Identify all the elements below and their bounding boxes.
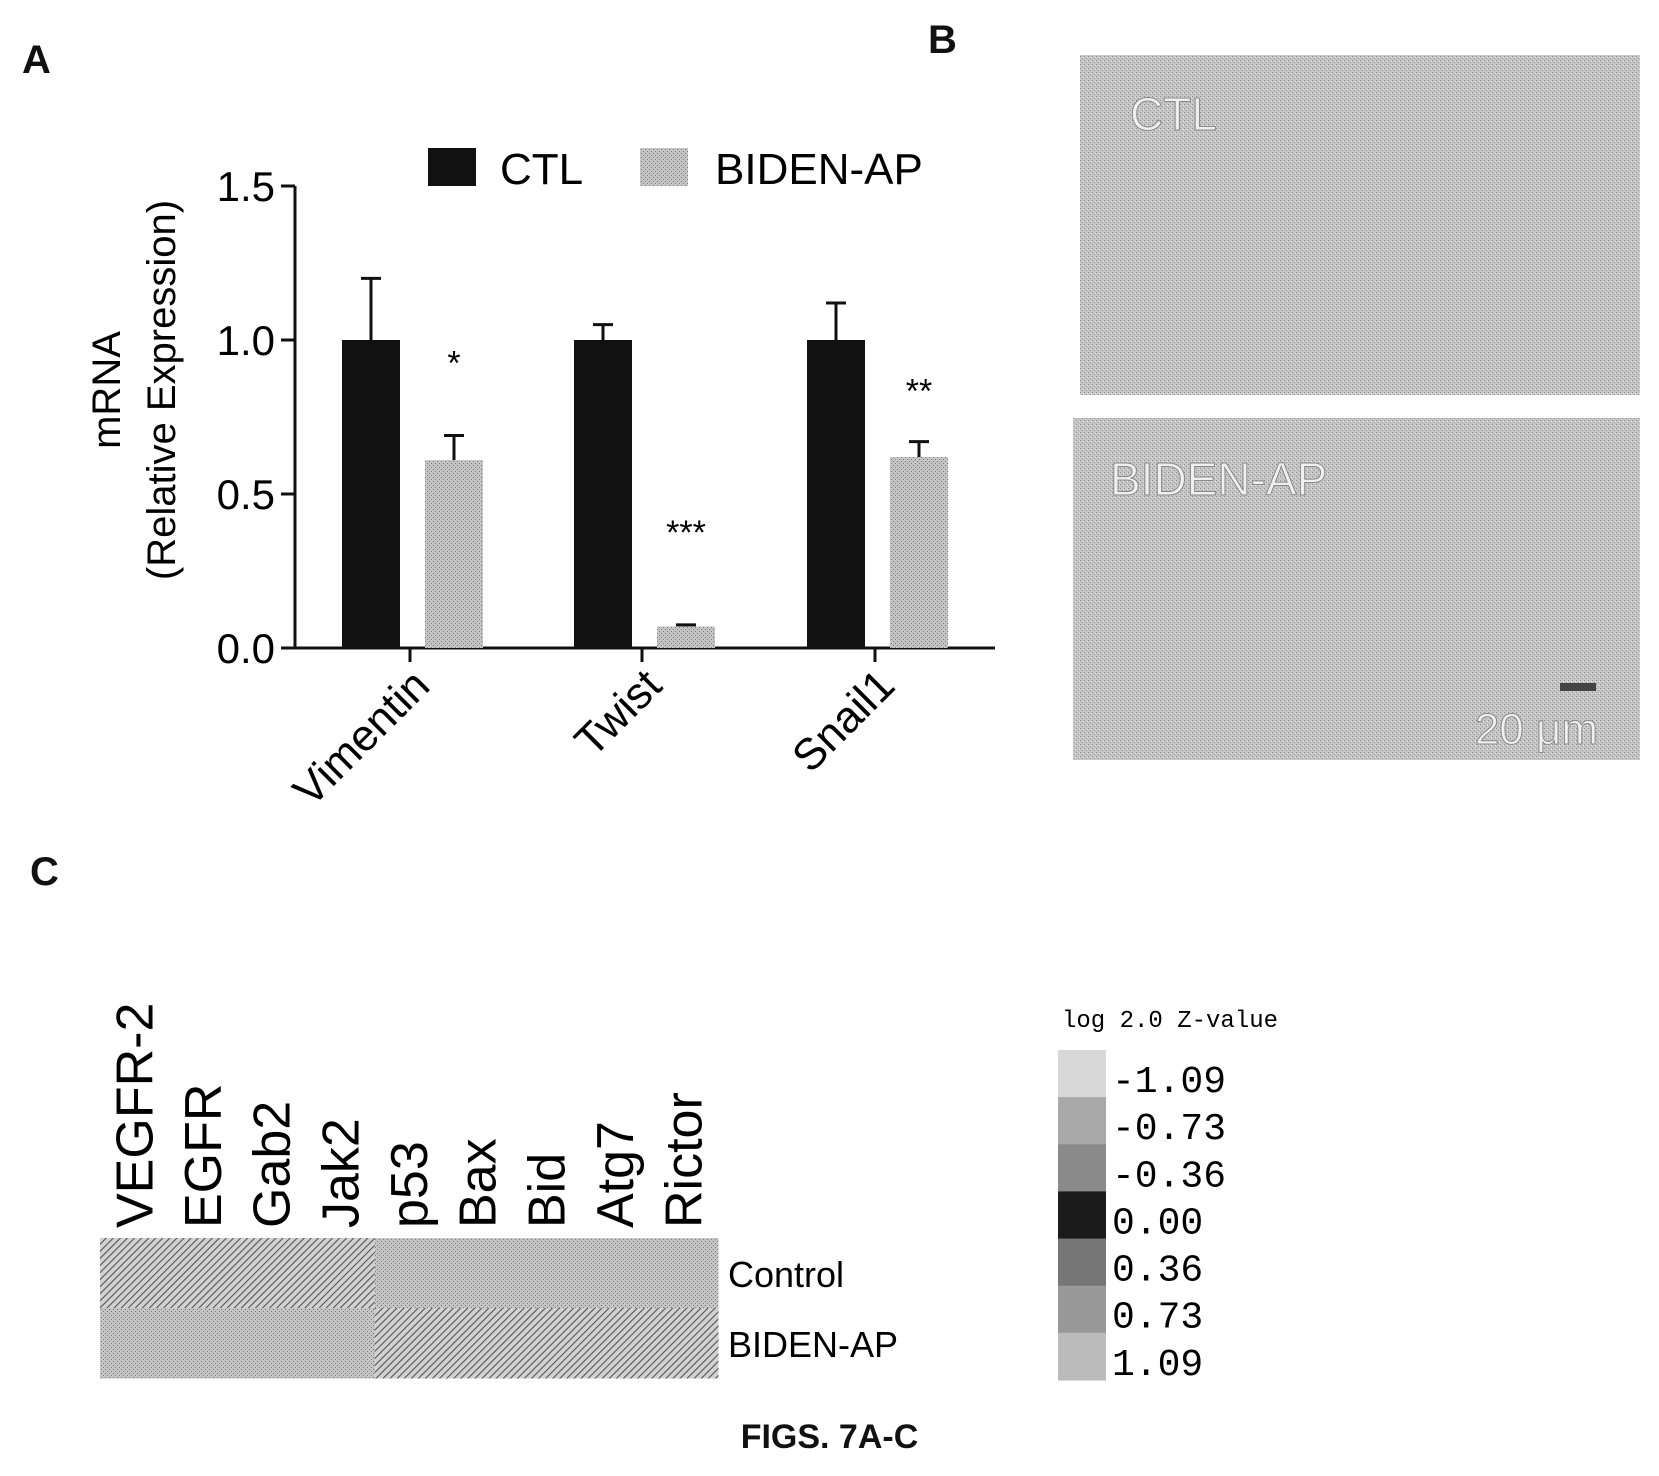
significance-annotation: * [447,345,460,383]
bar-1-1 [657,626,715,648]
heatmap-cells [100,1238,719,1379]
colorbar-tick-label: -1.09 [1112,1061,1226,1104]
scale-bar-label: 20 μm [1475,705,1598,754]
heatmap-column-labels: VEGFR-2 EGFR Gab2 Jak2 p53 Bax Bid Atg7 Rictor [106,1003,713,1228]
heatmap-cell [512,1238,582,1309]
micrograph-biden [1073,418,1640,760]
colorbar-segment [1058,1050,1106,1098]
micrograph-biden-label: BIDEN-AP [1110,453,1327,505]
heatmap-column-label: Jak2 [312,1118,370,1228]
heatmap-cell [100,1238,170,1309]
colorbar-tick-label: 1.09 [1112,1344,1203,1387]
bar-1-0 [425,460,483,648]
heatmap-row-label: BIDEN-AP [728,1324,898,1365]
heatmap-cell [580,1308,650,1379]
heatmap-cell [237,1308,307,1379]
y-tick-label: 1.5 [217,163,275,210]
heatmap-row-label: Control [728,1254,844,1295]
heatmap-cell [100,1308,170,1379]
bar-marks: ****** [342,276,948,648]
colorbar-tick-label: 0.00 [1112,1202,1203,1245]
colorbar-segment [1058,1144,1106,1192]
heatmap-cell [168,1238,238,1309]
bar-chart: mRNA (Relative Expression) 0.0 0.5 1.0 1.5 V… [85,145,995,816]
bar-0-1 [574,340,632,648]
heatmap-cell [168,1308,238,1379]
colorbar: log 2.0 Z-value -1.09-0.73-0.360.00 0.360.… [1058,1008,1278,1387]
micrograph-ctl [1080,55,1640,395]
y-tick-label: 1.0 [217,317,275,364]
panel-label-b: B [928,18,957,62]
heatmap-column-label: Bid [518,1153,576,1228]
heatmap-column-label: Atg7 [587,1121,645,1228]
legend: CTL BIDEN-AP [428,145,923,194]
heatmap-cell [306,1308,376,1379]
micrographs: CTL BIDEN-AP 20 μm [1073,55,1640,760]
heatmap-cell [649,1308,719,1379]
heatmap-column-label: Gab2 [244,1101,302,1228]
legend-swatch-biden [640,148,688,186]
heatmap-row-labels: Control BIDEN-AP [728,1254,898,1365]
colorbar-segment [1058,1285,1106,1334]
heatmap-cell [306,1238,376,1309]
heatmap-column-label: Bax [450,1138,508,1228]
heatmap-cell [649,1238,719,1309]
heatmap-column-label: Rictor [656,1092,714,1228]
heatmap-cell [443,1308,513,1379]
x-tick-label: Snail1 [783,660,904,781]
significance-annotation: *** [666,514,706,552]
colorbar-tick-label: 0.73 [1112,1297,1203,1340]
heatmap: VEGFR-2 EGFR Gab2 Jak2 p53 Bax Bid Atg7 Rictor C… [100,1003,1278,1387]
colorbar-segment [1058,1097,1106,1145]
panel-label-c: C [30,850,59,894]
bar-0-0 [342,340,400,648]
colorbar-segment [1058,1332,1106,1381]
heatmap-cell [443,1238,513,1309]
heatmap-column-label: p53 [381,1141,439,1228]
scale-bar [1560,683,1596,691]
x-tick-label: Twist [566,660,672,766]
micrograph-ctl-label: CTL [1130,88,1217,140]
legend-label-biden: BIDEN-AP [715,145,923,194]
y-tick-label: 0.5 [217,471,275,518]
legend-label-ctl: CTL [500,145,583,194]
colorbar-title: log 2.0 Z-value [1062,1008,1278,1035]
bar-0-2 [807,340,865,648]
bar-1-2 [890,457,948,648]
y-axis-label-sub: (Relative Expression) [140,200,184,580]
legend-swatch-ctl [428,148,476,186]
colorbar-tick-label: -0.36 [1112,1155,1226,1198]
colorbar-tick-label: -0.73 [1112,1108,1226,1151]
y-axis-label: mRNA [85,331,129,449]
heatmap-column-label: VEGFR-2 [106,1003,164,1228]
heatmap-cell [374,1308,444,1379]
significance-annotation: ** [906,372,932,410]
colorbar-segment [1058,1238,1106,1287]
panel-label-a: A [22,38,51,82]
x-tick-label: Vimentin [284,660,439,815]
colorbar-tick-label: 0.36 [1112,1250,1203,1293]
figure-caption: FIGS. 7A-C [740,1418,919,1456]
heatmap-cell [512,1308,582,1379]
colorbar-segment [1058,1191,1106,1240]
y-tick-label: 0.0 [217,625,275,672]
heatmap-cell [580,1238,650,1309]
heatmap-cell [237,1238,307,1309]
heatmap-column-label: EGFR [175,1084,233,1228]
heatmap-cell [374,1238,444,1309]
